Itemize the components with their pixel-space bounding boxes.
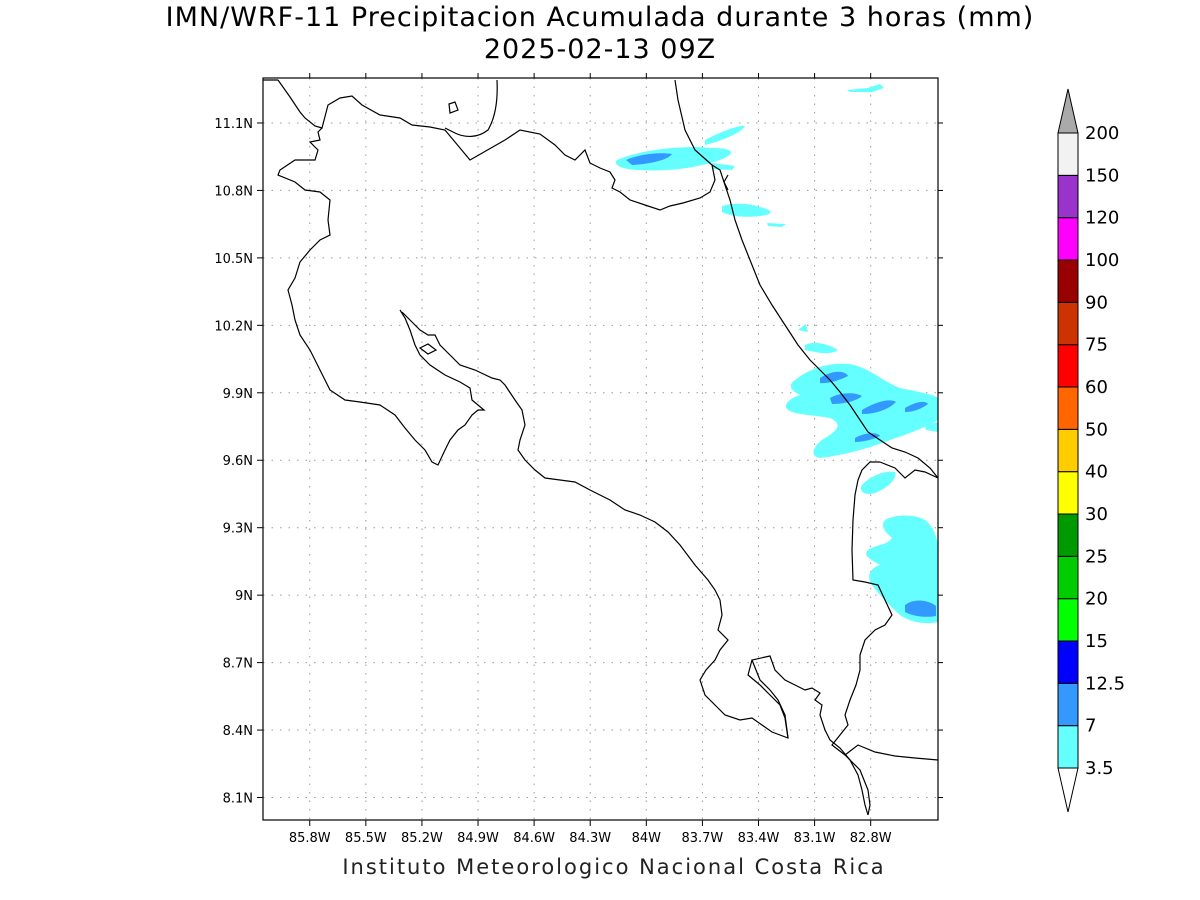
map-frame xyxy=(262,77,939,821)
lat-tick-label: 10.2N xyxy=(214,319,253,334)
colorbar-level-label: 25 xyxy=(1085,546,1108,567)
nicaragua-border xyxy=(277,79,716,211)
precip-area xyxy=(860,471,896,495)
colorbar-swatch xyxy=(1057,598,1079,642)
lat-tick-label: 9N xyxy=(235,589,253,604)
colorbar-swatch xyxy=(1057,428,1079,473)
lat-tick-label: 8.7N xyxy=(223,657,253,672)
lon-tick-label: 82.8W xyxy=(850,831,892,846)
colorbar-swatch xyxy=(1057,217,1079,261)
lat-tick-label: 11.1N xyxy=(214,117,253,132)
lat-tick-label: 8.1N xyxy=(223,792,253,807)
colorbar-level-label: 120 xyxy=(1085,208,1119,229)
colorbar-swatch xyxy=(1057,471,1079,515)
colorbar-swatch xyxy=(1057,259,1079,303)
colorbar-level-label: 200 xyxy=(1085,123,1119,144)
lat-tick-label: 10.5N xyxy=(214,252,253,267)
caribbean-coast xyxy=(711,164,938,479)
lon-tick-label: 85.8W xyxy=(289,831,331,846)
lon-tick-label: 85.5W xyxy=(345,831,387,846)
colorbar-level-label: 7 xyxy=(1085,716,1096,737)
panama-coast xyxy=(844,461,938,761)
colorbar-swatch xyxy=(1057,682,1079,727)
colorbar-level-label: 100 xyxy=(1085,250,1119,271)
lat-tick-label: 9.6N xyxy=(223,454,253,469)
precip-area xyxy=(798,324,808,332)
lon-tick-label: 83.7W xyxy=(681,831,723,846)
institution-credit: Instituto Meteorologico Nacional Costa R… xyxy=(342,855,886,879)
longitude-axis: 85.8W 85.5W 85.2W 84.9W 84.6W 84.3W 84W 83.7W 83… xyxy=(289,73,892,846)
precip-area xyxy=(862,400,896,414)
lon-tick-label: 84.6W xyxy=(513,831,555,846)
map-subtitle-date: 2025-02-13 09Z xyxy=(483,34,717,65)
colorbar-legend: 3.5 7 12.5 15 20 25 30 40 50 60 75 90 100 120 150 200 xyxy=(1057,88,1125,813)
colorbar-under-triangle xyxy=(1057,767,1079,813)
precip-area xyxy=(905,600,936,617)
lat-tick-label: 8.4N xyxy=(223,724,253,739)
colorbar-swatch xyxy=(1057,513,1079,557)
lat-tick-label: 9.3N xyxy=(223,522,253,537)
lat-tick-label: 9.9N xyxy=(223,387,253,402)
panama-border xyxy=(723,174,893,816)
precip-area xyxy=(785,363,938,458)
precip-area xyxy=(820,371,848,384)
lat-tick-label: 10.8N xyxy=(214,184,253,199)
precip-area xyxy=(847,84,884,92)
precip-area xyxy=(805,342,838,354)
precip-area xyxy=(615,147,732,171)
nicaragua-inner-coast xyxy=(444,79,498,137)
colorbar-level-label: 30 xyxy=(1085,504,1108,525)
nicoya-gulf-coast xyxy=(401,311,869,816)
colorbar-swatch xyxy=(1057,555,1079,600)
colorbar-level-label: 12.5 xyxy=(1085,673,1125,694)
osa-peninsula xyxy=(747,659,789,739)
precip-area xyxy=(705,125,745,145)
precip-area xyxy=(905,401,928,412)
lon-tick-label: 85.2W xyxy=(401,831,443,846)
lon-tick-label: 84W xyxy=(632,831,662,846)
colorbar-level-label: 75 xyxy=(1085,335,1108,356)
coastline xyxy=(263,79,938,816)
colorbar-level-label: 60 xyxy=(1085,377,1108,398)
latitude-axis: 11.1N 10.8N 10.5N 10.2N 9.9N 9.6N 9.3N 9N 8.7N 8.… xyxy=(214,117,943,807)
precip-area xyxy=(866,515,938,624)
pacific-coast-north xyxy=(263,79,486,466)
precip-area xyxy=(626,153,672,165)
lon-tick-label: 84.3W xyxy=(569,831,611,846)
colorbar-level-label: 40 xyxy=(1085,462,1108,483)
colorbar-swatch xyxy=(1057,174,1079,219)
precip-area xyxy=(767,223,786,227)
colorbar-level-label: 90 xyxy=(1085,292,1108,313)
precipitation-field xyxy=(615,84,938,624)
colorbar-swatch xyxy=(1057,386,1079,430)
lon-tick-label: 83.1W xyxy=(794,831,836,846)
colorbar-swatch xyxy=(1057,344,1079,388)
colorbar-level-label: 150 xyxy=(1085,165,1119,186)
precip-area xyxy=(925,422,938,432)
isla-chira xyxy=(418,343,438,355)
colorbar-swatch xyxy=(1057,301,1079,346)
colorbar-swatch xyxy=(1057,640,1079,684)
precip-area xyxy=(830,393,862,404)
colorbar-level-label: 20 xyxy=(1085,589,1108,610)
lon-tick-label: 84.9W xyxy=(457,831,499,846)
lake-island xyxy=(448,101,459,114)
lon-tick-label: 83.4W xyxy=(738,831,780,846)
colorbar-swatch xyxy=(1057,725,1079,769)
colorbar-swatch xyxy=(1057,132,1079,176)
colorbar-level-label: 50 xyxy=(1085,419,1108,440)
map-title: IMN/WRF-11 Precipitacion Acumulada duran… xyxy=(165,2,1035,33)
precip-area xyxy=(722,203,771,217)
colorbar-level-label: 3.5 xyxy=(1085,758,1114,779)
colorbar-over-triangle xyxy=(1057,88,1079,134)
colorbar-level-label: 15 xyxy=(1085,631,1108,652)
